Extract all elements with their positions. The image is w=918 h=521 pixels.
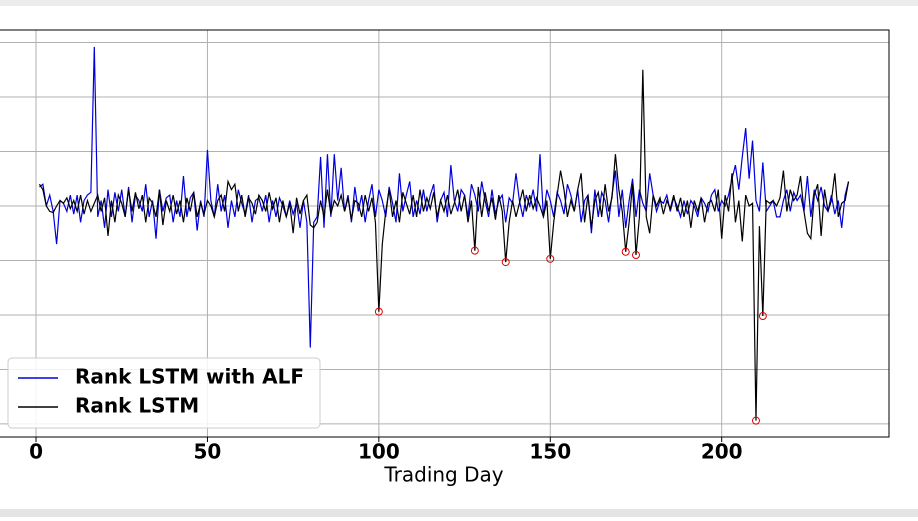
highlight-marker [631, 251, 640, 260]
x-tick-label: 200 [701, 440, 743, 464]
highlight-marker [546, 254, 555, 263]
legend-label: Rank LSTM with ALF [75, 365, 304, 389]
highlight-marker [758, 312, 767, 321]
highlight-marker [470, 246, 479, 255]
legend-box [7, 357, 321, 429]
legend-label: Rank LSTM [75, 394, 199, 418]
x-tick-label: 150 [529, 440, 571, 464]
highlight-marker [751, 416, 760, 425]
series-line [38, 69, 850, 421]
top-strip [0, 0, 918, 6]
series-line [39, 46, 850, 348]
x-tick-label: 0 [29, 440, 43, 464]
highlight-marker [501, 258, 510, 267]
plot-frame [0, 29, 890, 438]
highlight-marker [374, 307, 383, 316]
highlight-marker [621, 247, 630, 256]
x-axis-label: Trading Day [383, 463, 503, 487]
x-tick-label: 50 [194, 440, 222, 464]
x-tick-label: 100 [358, 440, 400, 464]
bottom-strip [0, 509, 918, 517]
